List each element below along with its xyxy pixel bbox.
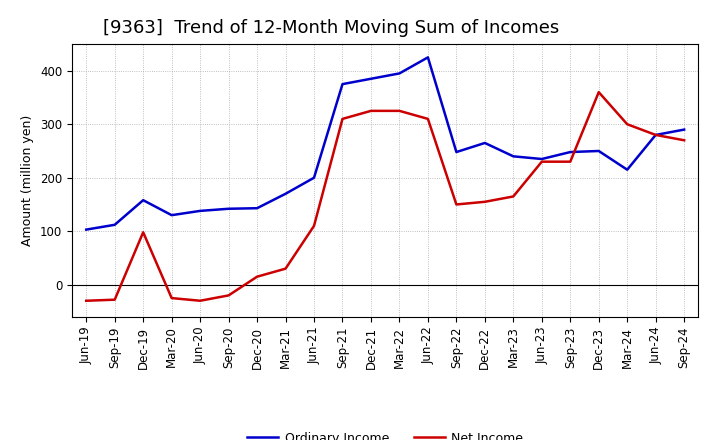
- Net Income: [167, 295, 176, 301]
- Net Income: [310, 223, 318, 228]
- Net Income: [566, 159, 575, 164]
- Line: Net Income: Net Income: [86, 92, 684, 301]
- Ordinary Income: [537, 156, 546, 161]
- Ordinary Income: [452, 150, 461, 155]
- Line: Ordinary Income: Ordinary Income: [86, 57, 684, 230]
- Y-axis label: Amount (million yen): Amount (million yen): [22, 115, 35, 246]
- Ordinary Income: [167, 213, 176, 218]
- Net Income: [395, 108, 404, 114]
- Net Income: [282, 266, 290, 271]
- Ordinary Income: [366, 76, 375, 81]
- Net Income: [423, 116, 432, 121]
- Net Income: [480, 199, 489, 205]
- Legend: Ordinary Income, Net Income: Ordinary Income, Net Income: [242, 427, 528, 440]
- Net Income: [196, 298, 204, 304]
- Text: [9363]  Trend of 12-Month Moving Sum of Incomes: [9363] Trend of 12-Month Moving Sum of I…: [104, 19, 559, 37]
- Ordinary Income: [680, 127, 688, 132]
- Ordinary Income: [196, 208, 204, 213]
- Ordinary Income: [623, 167, 631, 172]
- Ordinary Income: [139, 198, 148, 203]
- Net Income: [680, 138, 688, 143]
- Net Income: [452, 202, 461, 207]
- Ordinary Income: [395, 71, 404, 76]
- Net Income: [338, 116, 347, 121]
- Ordinary Income: [310, 175, 318, 180]
- Ordinary Income: [652, 132, 660, 138]
- Ordinary Income: [595, 148, 603, 154]
- Net Income: [652, 132, 660, 138]
- Ordinary Income: [225, 206, 233, 211]
- Net Income: [253, 274, 261, 279]
- Ordinary Income: [423, 55, 432, 60]
- Net Income: [139, 230, 148, 235]
- Ordinary Income: [509, 154, 518, 159]
- Net Income: [110, 297, 119, 302]
- Ordinary Income: [110, 222, 119, 227]
- Net Income: [595, 89, 603, 95]
- Ordinary Income: [253, 205, 261, 211]
- Net Income: [82, 298, 91, 304]
- Ordinary Income: [282, 191, 290, 196]
- Ordinary Income: [338, 81, 347, 87]
- Net Income: [225, 293, 233, 298]
- Ordinary Income: [566, 150, 575, 155]
- Net Income: [509, 194, 518, 199]
- Ordinary Income: [82, 227, 91, 232]
- Ordinary Income: [480, 140, 489, 146]
- Net Income: [366, 108, 375, 114]
- Net Income: [537, 159, 546, 164]
- Net Income: [623, 121, 631, 127]
